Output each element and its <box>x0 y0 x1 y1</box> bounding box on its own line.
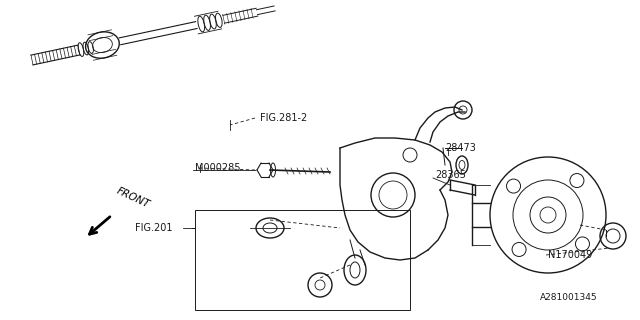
Text: FIG.281-2: FIG.281-2 <box>260 113 307 123</box>
Text: A281001345: A281001345 <box>540 293 598 302</box>
Text: N170049: N170049 <box>548 250 592 260</box>
Text: M000285: M000285 <box>195 163 241 173</box>
Text: FIG.201: FIG.201 <box>135 223 173 233</box>
Text: 28473: 28473 <box>445 143 476 153</box>
Text: FRONT: FRONT <box>115 186 152 210</box>
Text: 28365: 28365 <box>435 170 466 180</box>
Bar <box>195 210 410 310</box>
